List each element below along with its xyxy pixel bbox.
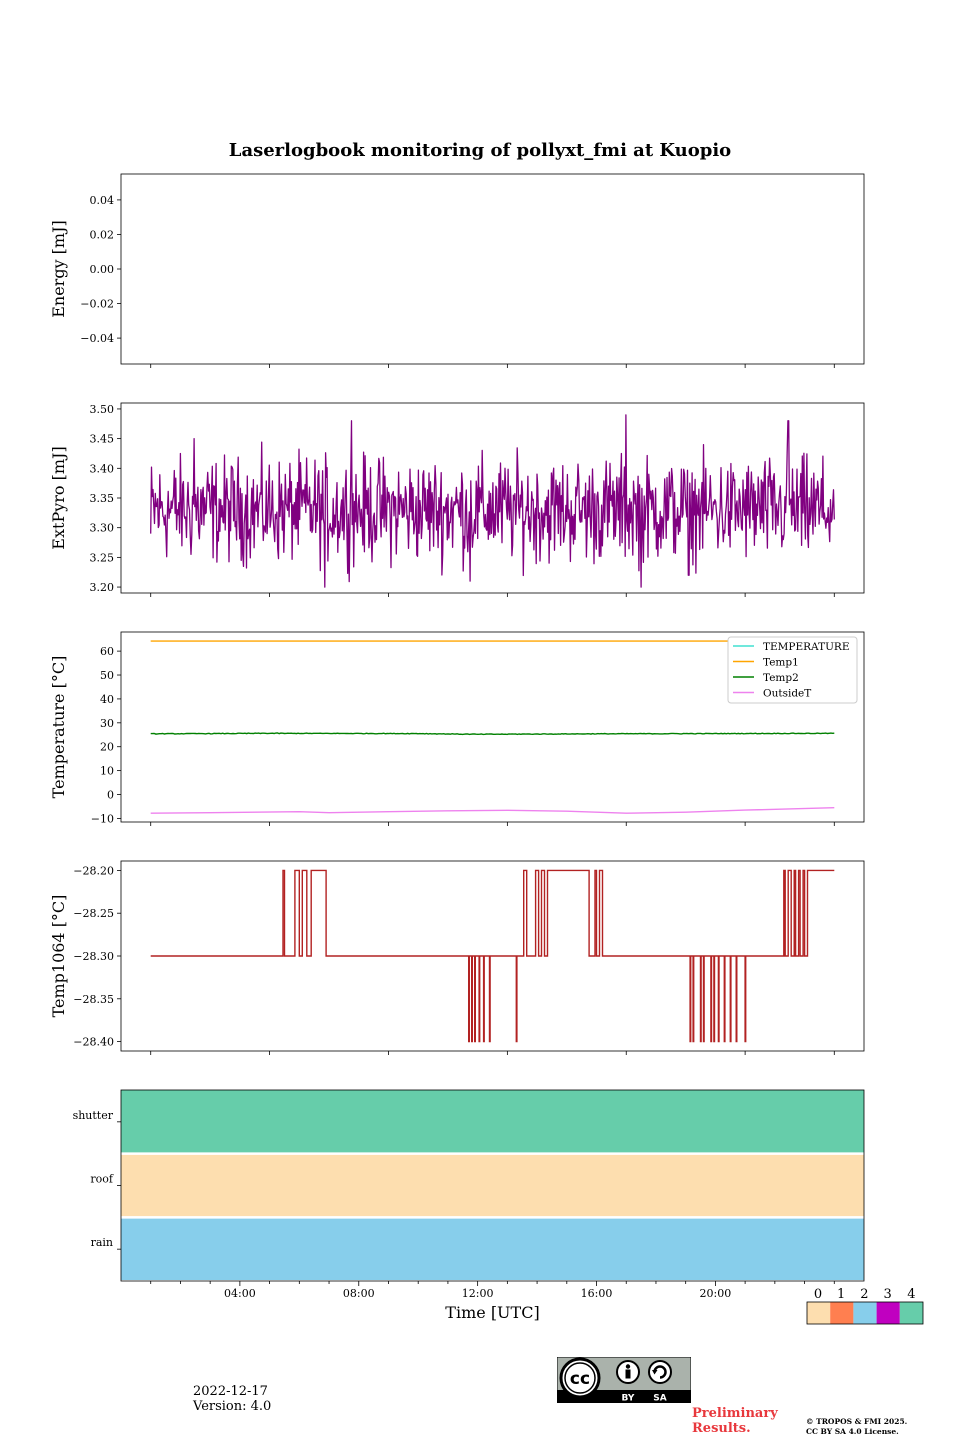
colorbar-label: 0 (814, 1287, 822, 1302)
x-tick-label: 12:00 (462, 1287, 494, 1300)
cc-by-sa-icon: cc BY SA (557, 1357, 691, 1403)
colorbar-label: 4 (907, 1287, 915, 1302)
copyright-line1: © TROPOS & FMI 2025. (806, 1417, 908, 1426)
y-axis-label: Temperature [°C] (49, 656, 68, 799)
y-tick-label: 20 (100, 741, 114, 754)
plot-frame (120, 402, 865, 594)
preliminary-line2: Results. (692, 1421, 751, 1436)
y-tick-label: 0.04 (90, 194, 115, 207)
plot-frame (120, 173, 865, 365)
temperature-series-temp2 (150, 732, 835, 736)
y-tick-label: 60 (100, 645, 114, 658)
y-tick-label: −28.30 (73, 950, 114, 963)
y-axis-label: ExtPyro [mJ] (49, 446, 68, 549)
y-tick-label: 0.02 (90, 228, 115, 241)
y-tick-label: 0 (107, 789, 114, 802)
svg-text:cc: cc (570, 1369, 590, 1389)
footer-date-block: 2022-12-17 Version: 4.0 (193, 1384, 271, 1414)
y-tick-label: −0.04 (80, 332, 114, 345)
status-row-shutter (121, 1090, 864, 1153)
y-tick-label: 3.30 (90, 522, 115, 535)
x-tick-label: 08:00 (343, 1287, 375, 1300)
legend-box (727, 636, 858, 704)
colorbar-cell-3 (876, 1302, 900, 1324)
plot-frame (120, 631, 865, 823)
status-row-label: shutter (73, 1109, 114, 1122)
cc-sa-label: SA (653, 1394, 666, 1404)
y-tick-label: 50 (100, 669, 114, 682)
status-row-rain (121, 1218, 864, 1280)
temperature-legend: TEMPERATURE Temp1 Temp2 OutsideT (727, 636, 858, 704)
y-tick-label: −0.02 (80, 298, 114, 311)
y-tick-label: −28.25 (73, 907, 114, 920)
status-row-roof (121, 1154, 864, 1217)
status-row-label: rain (91, 1236, 113, 1249)
y-tick-label: 10 (100, 765, 114, 778)
colorbar-cell-1 (830, 1302, 854, 1324)
plot-frame (120, 860, 865, 1052)
legend-label-temp1: Temp1 (763, 657, 799, 669)
y-tick-label: 3.20 (90, 581, 115, 594)
y-tick-label: 3.25 (90, 551, 115, 564)
x-tick-label: 20:00 (700, 1287, 732, 1300)
temperature-series-outsidet (150, 807, 835, 814)
legend-label-temperature: TEMPERATURE (763, 641, 850, 653)
status-row-label: roof (90, 1173, 114, 1186)
extpyro-series-line (150, 414, 835, 588)
preliminary-note: Preliminary Results. (692, 1406, 778, 1436)
preliminary-line1: Preliminary (692, 1406, 778, 1421)
x-tick-label: 04:00 (224, 1287, 256, 1300)
y-axis-label: Energy [mJ] (49, 220, 68, 318)
colorbar-label: 2 (860, 1287, 868, 1302)
colorbar-label: 3 (883, 1287, 891, 1302)
y-tick-label: 0.00 (90, 263, 115, 276)
cc-by-label: BY (622, 1394, 635, 1404)
colorbar-cell-2 (853, 1302, 877, 1324)
colorbar-cell-0 (807, 1302, 831, 1324)
y-tick-label: 3.35 (90, 492, 115, 505)
y-tick-label: −28.20 (73, 864, 114, 877)
x-axis-label: Time [UTC] (445, 1303, 539, 1322)
y-tick-label: 3.40 (90, 462, 115, 475)
energy-plot-area (121, 174, 864, 364)
y-tick-label: 40 (100, 693, 114, 706)
colorbar-cell-4 (899, 1302, 923, 1324)
y-tick-label: 3.50 (90, 403, 115, 416)
footer-date: 2022-12-17 (193, 1384, 268, 1399)
x-tick-label: 16:00 (581, 1287, 613, 1300)
temp1064-series-line (150, 869, 835, 1043)
chart-title: Laserlogbook monitoring of pollyxt_fmi a… (228, 140, 732, 161)
y-tick-label: −28.40 (73, 1036, 114, 1049)
y-tick-label: 3.45 (90, 433, 115, 446)
copyright-line2: CC BY SA 4.0 License. (806, 1427, 899, 1436)
y-tick-label: −28.35 (73, 993, 114, 1006)
y-axis-label: Temp1064 [°C] (49, 895, 68, 1018)
colorbar-frame (806, 1301, 924, 1325)
legend-label-outsidet: OutsideT (763, 688, 811, 700)
plot-frame (120, 1089, 865, 1282)
colorbar-label: 1 (837, 1287, 845, 1302)
footer-version: Version: 4.0 (193, 1399, 272, 1414)
copyright-note: © TROPOS & FMI 2025. CC BY SA 4.0 Licens… (806, 1417, 907, 1437)
legend-label-temp2: Temp2 (763, 672, 799, 684)
y-tick-label: 30 (100, 717, 114, 730)
y-tick-label: −10 (91, 812, 114, 825)
